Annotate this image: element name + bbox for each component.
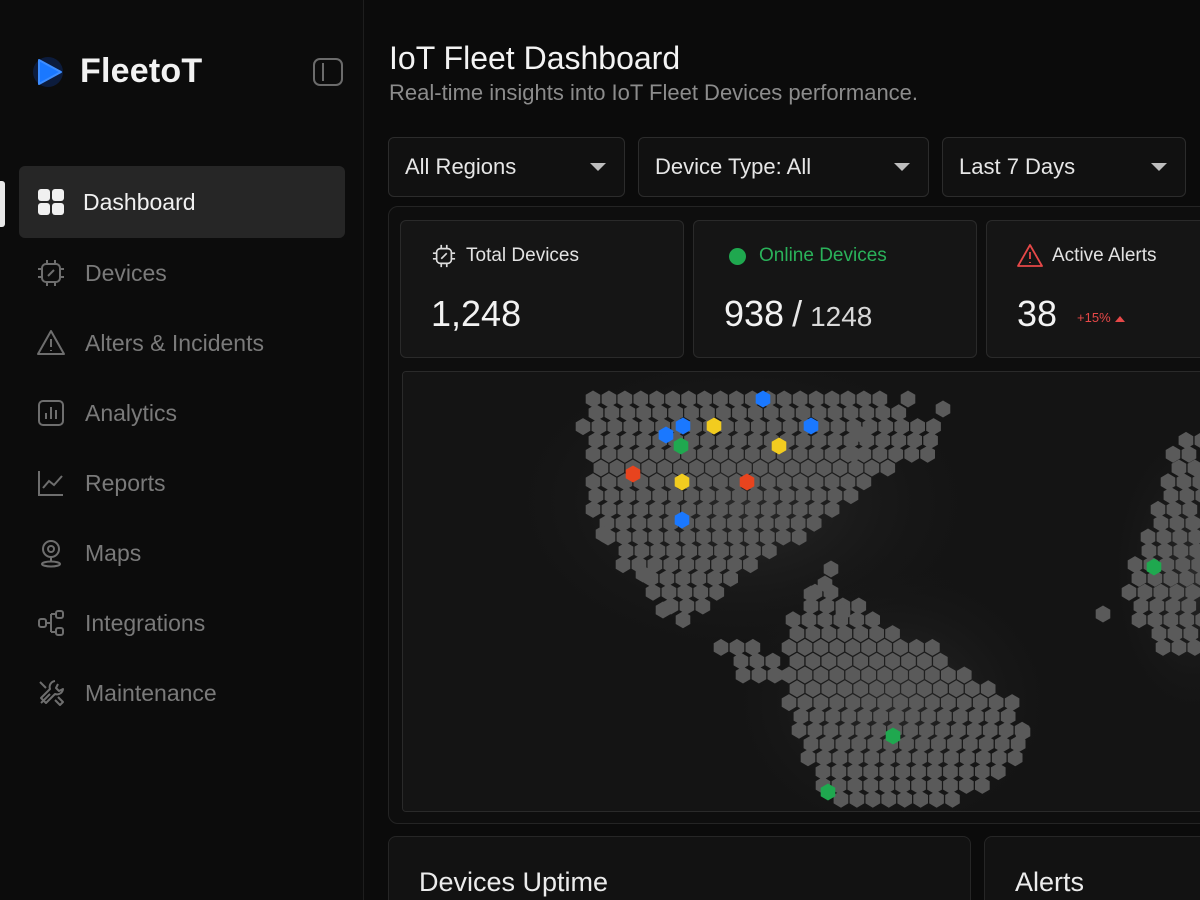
sidebar-item-label: Dashboard [83,188,196,215]
overview-panel: Total Devices 1,248 Online Devices 938/1… [388,206,1200,824]
region-select-value: All Regions [405,154,517,179]
alerts-title: Alerts [1015,867,1085,897]
period-select[interactable]: Last 7 Days [942,137,1186,197]
online-separator: / [792,293,803,334]
total-devices-value: 1,248 [431,293,522,334]
sidebar-item-label: Maps [85,539,142,566]
device-type-select[interactable]: Device Type: All [638,137,929,197]
sidebar-item-dashboard[interactable]: Dashboard [19,166,345,238]
brand-name: FleetoT [80,52,203,90]
main-content: IoT Fleet Dashboard Real-time insights i… [365,0,1200,900]
sidebar-item-label: Maintenance [85,679,217,706]
total-devices-card[interactable]: Total Devices 1,248 [400,220,684,358]
chip-icon [431,243,457,269]
sidebar-item-analytics[interactable]: Analytics [19,378,345,448]
tools-icon [35,677,67,709]
alerts-card: Alerts [984,836,1200,900]
sidebar-item-label: Integrations [85,609,206,636]
online-total: 1248 [810,301,873,332]
online-devices-card[interactable]: Online Devices 938/1248 [693,220,977,358]
bar-chart-icon [35,397,67,429]
sidebar-item-label: Alters & Incidents [85,329,264,356]
grid-icon [35,186,67,218]
sidebar-collapse-icon[interactable] [313,58,343,86]
active-alerts-card[interactable]: Active Alerts 38 +15% [986,220,1200,358]
sidebar-nav: Dashboard Devices Alters & Incidents Ana… [19,166,345,728]
map-pin-icon [35,537,67,569]
active-alerts-value: 38 +15% [1017,293,1125,335]
online-status-dot-icon [724,243,750,269]
online-count: 938 [724,293,785,334]
active-alerts-label: Active Alerts [1017,243,1157,269]
hex-map-canvas[interactable] [403,372,1200,812]
warning-icon [1017,243,1043,269]
sidebar-item-reports[interactable]: Reports [19,448,345,518]
sidebar-item-maintenance[interactable]: Maintenance [19,658,345,728]
sidebar: FleetoT Dashboard Devices Alters & Incid… [0,0,364,900]
online-devices-value: 938/1248 [724,293,872,335]
total-devices-label: Total Devices [431,243,579,269]
sidebar-item-devices[interactable]: Devices [19,238,345,308]
sidebar-item-integrations[interactable]: Integrations [19,588,345,658]
integration-icon [35,607,67,639]
chevron-down-icon [1151,163,1167,171]
chevron-down-icon [894,163,910,171]
filter-bar: All Regions Device Type: All Last 7 Days [388,137,1199,197]
page-title: IoT Fleet Dashboard [389,40,681,76]
active-alerts-label-text: Active Alerts [1052,245,1157,266]
brand-logo-icon [33,56,63,87]
period-select-value: Last 7 Days [959,154,1076,179]
sidebar-item-label: Analytics [85,399,178,426]
sidebar-item-alerts[interactable]: Alters & Incidents [19,308,345,378]
online-devices-label: Online Devices [724,243,887,269]
active-indicator [0,181,5,227]
chip-icon [35,257,67,289]
total-devices-label-text: Total Devices [466,245,579,266]
sidebar-item-label: Devices [85,259,167,286]
brand[interactable]: FleetoT [30,52,202,91]
page-subtitle: Real-time insights into IoT Fleet Device… [389,80,919,105]
devices-uptime-card: Devices Uptime [388,836,971,900]
alerts-count: 38 [1017,293,1058,334]
devices-uptime-title: Devices Uptime [419,867,609,897]
device-map[interactable] [402,371,1200,812]
chevron-down-icon [590,163,606,171]
sidebar-item-label: Reports [85,469,166,496]
online-devices-label-text: Online Devices [759,245,887,266]
sidebar-item-maps[interactable]: Maps [19,518,345,588]
region-select[interactable]: All Regions [388,137,625,197]
alerts-trend-badge: +15% [1077,310,1125,325]
warning-icon [35,327,67,359]
device-type-select-value: Device Type: All [655,154,812,179]
line-chart-icon [35,467,67,499]
